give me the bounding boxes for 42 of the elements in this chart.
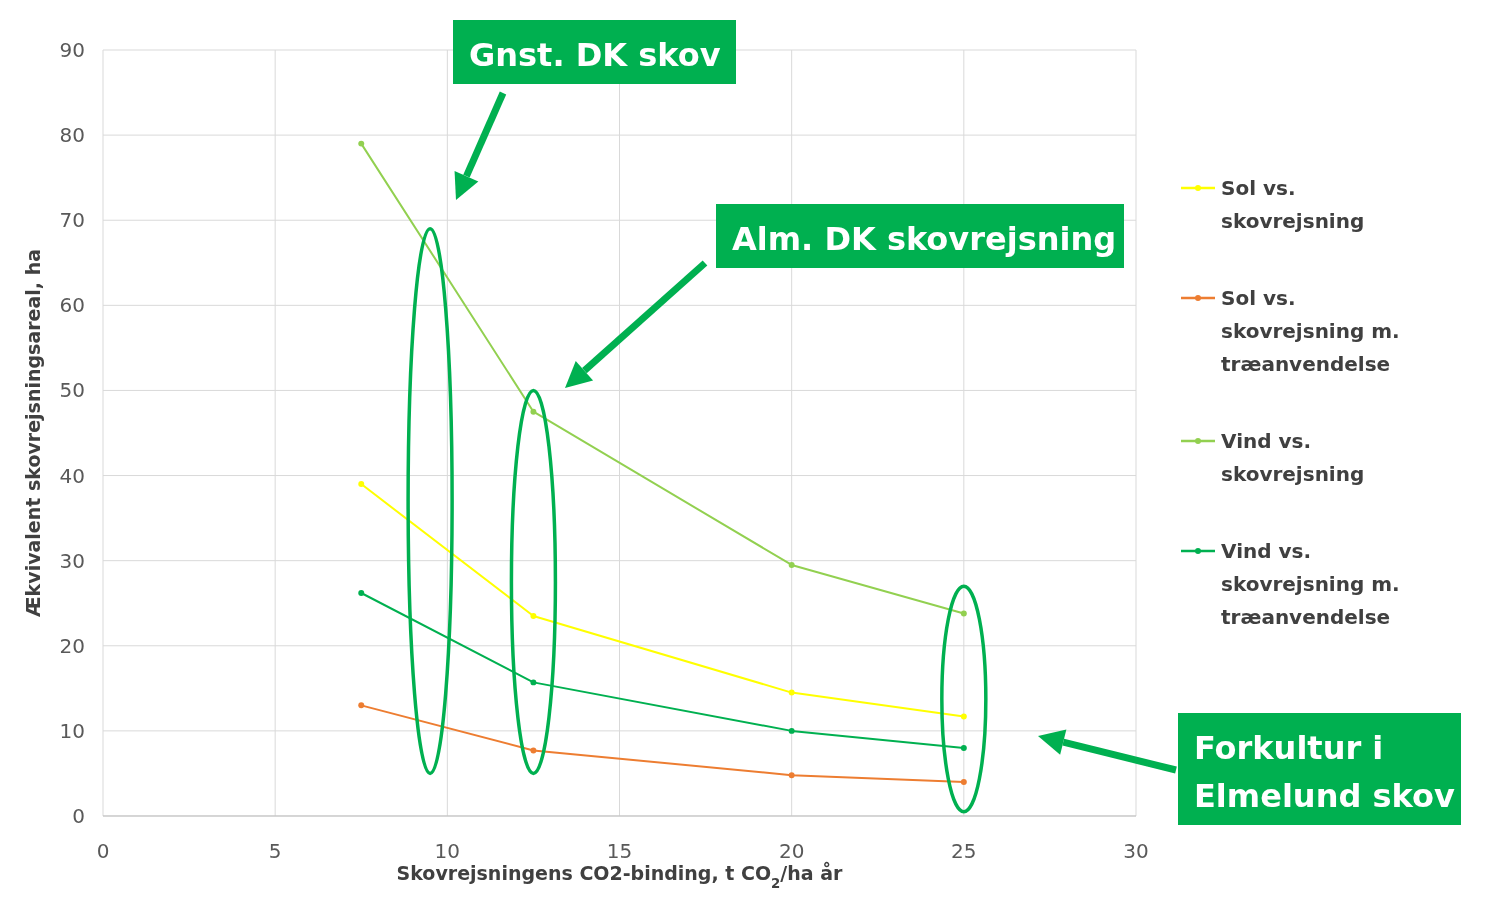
y-tick-label: 40 bbox=[59, 463, 85, 488]
y-tick-label: 70 bbox=[59, 208, 85, 233]
x-tick-label: 25 bbox=[951, 839, 977, 863]
y-tick-label: 0 bbox=[72, 804, 85, 828]
legend-label: Sol vs. skovrejsning bbox=[1221, 176, 1365, 233]
point bbox=[358, 140, 365, 147]
point bbox=[960, 778, 967, 785]
point bbox=[960, 713, 967, 720]
x-tick-label: 15 bbox=[606, 839, 633, 863]
x-axis-title: Skovrejsningens CO2-binding, t CO$_{2}$/ha år bbox=[396, 861, 844, 891]
point bbox=[530, 613, 537, 619]
annotation: Gnst. DK skov bbox=[469, 36, 721, 74]
x-tick-label: 0 bbox=[96, 839, 110, 863]
y-tick-label: 80 bbox=[59, 123, 85, 148]
point bbox=[788, 561, 795, 568]
y-tick-label: 20 bbox=[59, 633, 85, 658]
y-tick-label: 50 bbox=[59, 378, 85, 403]
y-tick-label: 10 bbox=[59, 718, 85, 743]
x-tick-label: 10 bbox=[434, 839, 461, 863]
point bbox=[960, 610, 967, 617]
y-tick-label: 60 bbox=[59, 293, 85, 318]
point bbox=[358, 702, 365, 709]
x-tick-label: 5 bbox=[268, 839, 282, 863]
point bbox=[530, 408, 537, 415]
x-tick-label: 30 bbox=[1123, 839, 1149, 863]
point bbox=[530, 747, 537, 754]
point bbox=[788, 689, 795, 696]
x-tick-label: 20 bbox=[778, 839, 805, 863]
y-tick-label: 90 bbox=[59, 38, 85, 62]
point bbox=[358, 481, 365, 488]
point bbox=[960, 744, 967, 751]
point bbox=[788, 727, 795, 734]
y-axis-title: Ækvivalent skovrejsningsareal, ha bbox=[22, 249, 44, 617]
point bbox=[530, 679, 537, 686]
annotation: Alm. DK skovrejsning bbox=[732, 220, 1117, 258]
y-tick-label: 30 bbox=[59, 548, 85, 573]
legend-label: Vind vs. skovrejsning bbox=[1221, 429, 1365, 486]
legend-label: Sol vs. skovrejsning m. træanvendelse bbox=[1221, 286, 1400, 376]
point bbox=[788, 772, 795, 779]
point bbox=[358, 590, 365, 596]
legend-label: Vind vs. skovrejsning m. træanvendelse bbox=[1221, 539, 1400, 629]
text: Forkultur i Elmelund skov bbox=[1194, 729, 1455, 815]
